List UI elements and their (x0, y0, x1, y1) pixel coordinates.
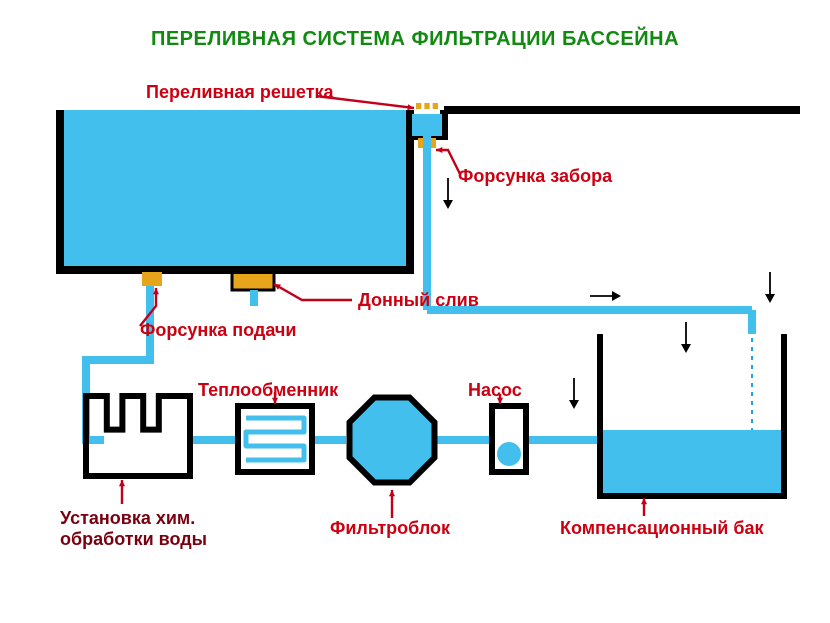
pump-impeller (497, 442, 521, 466)
supply-nozzle-icon (142, 272, 162, 286)
label-filter-block: Фильтроблок (330, 518, 450, 539)
label-comp-tank: Компенсационный бак (560, 518, 764, 539)
label-supply-nozzle: Форсунка подачи (140, 320, 296, 341)
label-overflow-grate: Переливная решетка (146, 82, 334, 103)
bottom-drain-icon (232, 272, 274, 290)
label-pump: Насос (468, 380, 522, 401)
trough-water (412, 114, 442, 136)
label-chem-unit: Установка хим. обработки воды (60, 508, 207, 550)
pool-water (60, 110, 410, 270)
label-bottom-drain: Донный слив (358, 290, 479, 311)
filter-block-shape (350, 398, 435, 483)
label-heat-exchanger: Теплообменник (198, 380, 338, 401)
diagram-stage: ПЕРЕЛИВНАЯ СИСТЕМА ФИЛЬТРАЦИИ БАССЕЙНА П… (0, 0, 830, 623)
heat-exchanger-coil (246, 418, 304, 460)
label-intake-nozzle: Форсунка забора (458, 166, 612, 187)
tank-water (600, 430, 784, 496)
